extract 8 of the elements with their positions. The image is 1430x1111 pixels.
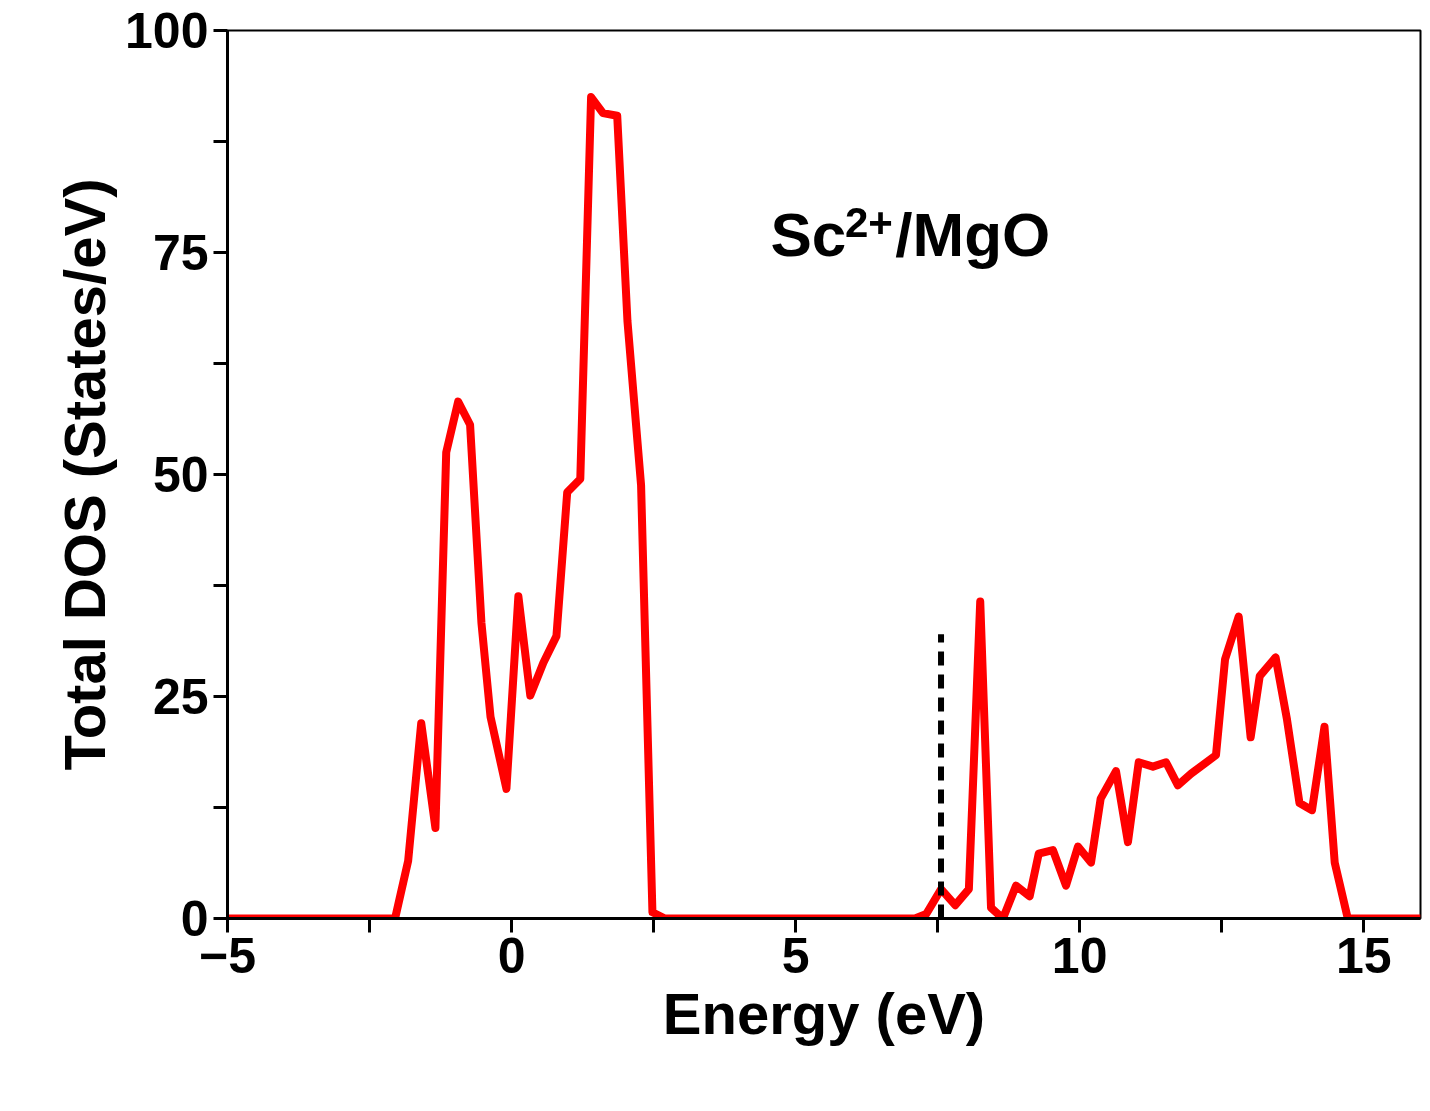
y-tick-label: 25 [152,669,209,725]
y-tick-label: 75 [152,225,209,281]
y-axis-title: Total DOS (States/eV) [52,178,118,771]
x-tick-label: 0 [497,927,526,984]
y-tick-label: 50 [152,447,209,503]
y-tick-label: 100 [125,3,209,59]
x-tick-label: 15 [1335,927,1392,984]
x-tick-label: 10 [1051,927,1108,984]
